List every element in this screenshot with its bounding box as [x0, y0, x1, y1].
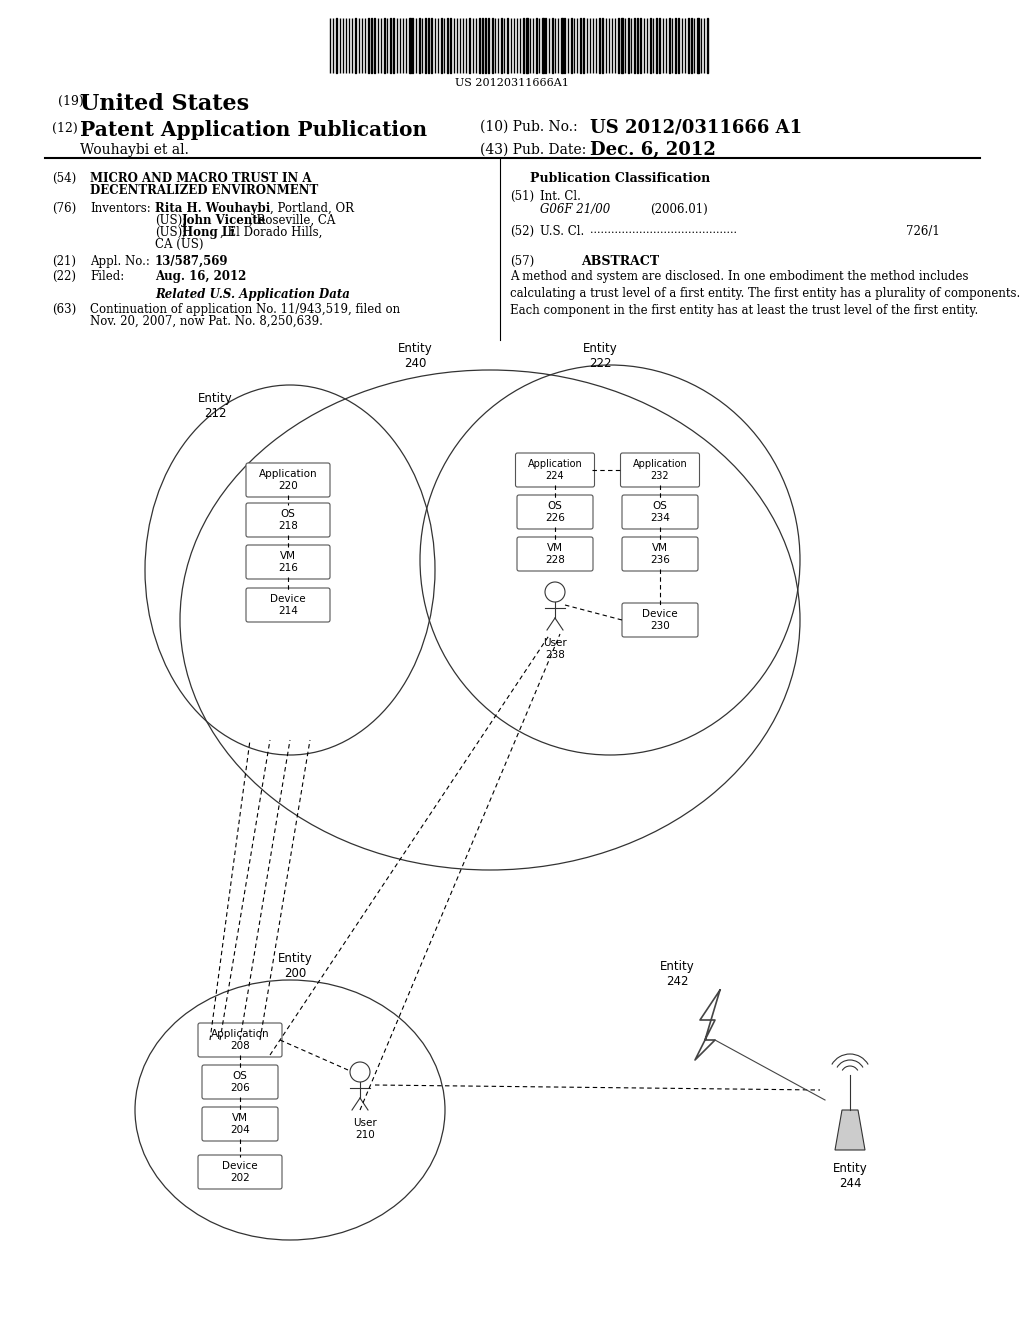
Text: (51): (51): [510, 190, 535, 203]
Bar: [561, 18, 562, 73]
Text: Dec. 6, 2012: Dec. 6, 2012: [590, 141, 716, 158]
Text: (52): (52): [510, 224, 535, 238]
Text: , Roseville, CA: , Roseville, CA: [249, 214, 336, 227]
FancyBboxPatch shape: [246, 463, 330, 498]
Text: U.S. Cl.: U.S. Cl.: [540, 224, 588, 238]
Text: (76): (76): [52, 202, 76, 215]
Text: , El Dorado Hills,: , El Dorado Hills,: [220, 226, 323, 239]
Text: Wouhaybi et al.: Wouhaybi et al.: [80, 143, 188, 157]
Text: Patent Application Publication: Patent Application Publication: [80, 120, 427, 140]
Text: (54): (54): [52, 172, 76, 185]
Text: (US);: (US);: [155, 214, 186, 227]
Text: ABSTRACT: ABSTRACT: [581, 255, 659, 268]
Text: United States: United States: [80, 92, 249, 115]
Text: (12): (12): [52, 121, 78, 135]
Text: (US);: (US);: [155, 226, 186, 239]
Text: Device
214: Device 214: [270, 594, 306, 616]
Text: Appl. No.:: Appl. No.:: [90, 255, 150, 268]
Text: US 2012/0311666 A1: US 2012/0311666 A1: [590, 117, 802, 136]
Text: Device
230: Device 230: [642, 610, 678, 631]
Text: Application
224: Application 224: [527, 459, 583, 480]
Text: VM
204: VM 204: [230, 1113, 250, 1135]
Text: Device
202: Device 202: [222, 1162, 258, 1183]
Text: 726/1: 726/1: [906, 224, 940, 238]
Text: John Vicente: John Vicente: [182, 214, 266, 227]
Text: Publication Classification: Publication Classification: [530, 172, 711, 185]
Text: Related U.S. Application Data: Related U.S. Application Data: [155, 288, 350, 301]
Bar: [552, 18, 553, 73]
FancyBboxPatch shape: [517, 495, 593, 529]
Text: User
210: User 210: [353, 1118, 377, 1139]
FancyBboxPatch shape: [246, 503, 330, 537]
Text: Application
232: Application 232: [633, 459, 687, 480]
Text: OS
206: OS 206: [230, 1072, 250, 1093]
Text: MICRO AND MACRO TRUST IN A: MICRO AND MACRO TRUST IN A: [90, 172, 311, 185]
Bar: [368, 18, 370, 73]
Bar: [628, 18, 629, 73]
FancyBboxPatch shape: [515, 453, 595, 487]
Text: Entity
212: Entity 212: [198, 392, 232, 420]
Text: 13/587,569: 13/587,569: [155, 255, 228, 268]
Bar: [570, 18, 572, 73]
Text: Entity
242: Entity 242: [660, 960, 694, 987]
Text: OS
226: OS 226: [545, 502, 565, 523]
Bar: [622, 18, 623, 73]
Bar: [526, 18, 527, 73]
Text: Entity
222: Entity 222: [583, 342, 617, 370]
Text: (63): (63): [52, 304, 76, 315]
Text: Aug. 16, 2012: Aug. 16, 2012: [155, 271, 247, 282]
Bar: [410, 18, 411, 73]
Text: Entity
244: Entity 244: [833, 1162, 867, 1191]
Text: Continuation of application No. 11/943,519, filed on: Continuation of application No. 11/943,5…: [90, 304, 400, 315]
Text: A method and system are disclosed. In one embodiment the method includes calcula: A method and system are disclosed. In on…: [510, 271, 1020, 317]
FancyBboxPatch shape: [246, 587, 330, 622]
FancyBboxPatch shape: [622, 537, 698, 572]
Polygon shape: [835, 1110, 865, 1150]
Text: (19): (19): [58, 95, 84, 108]
Bar: [697, 18, 698, 73]
FancyBboxPatch shape: [517, 537, 593, 572]
Text: (57): (57): [510, 255, 535, 268]
FancyBboxPatch shape: [622, 603, 698, 638]
FancyBboxPatch shape: [198, 1023, 282, 1057]
Text: ..........................................: ........................................…: [590, 224, 737, 235]
Text: Application
220: Application 220: [259, 469, 317, 491]
Text: (10) Pub. No.:: (10) Pub. No.:: [480, 120, 578, 135]
Text: VM
236: VM 236: [650, 544, 670, 565]
Text: OS
218: OS 218: [279, 510, 298, 531]
Text: US 20120311666A1: US 20120311666A1: [455, 78, 569, 88]
Text: Entity
200: Entity 200: [278, 952, 312, 979]
Bar: [441, 18, 442, 73]
Text: (2006.01): (2006.01): [650, 203, 708, 216]
Text: VM
228: VM 228: [545, 544, 565, 565]
FancyBboxPatch shape: [198, 1155, 282, 1189]
Text: Int. Cl.: Int. Cl.: [540, 190, 581, 203]
Text: Nov. 20, 2007, now Pat. No. 8,250,639.: Nov. 20, 2007, now Pat. No. 8,250,639.: [90, 315, 323, 327]
Text: Hong Li: Hong Li: [182, 226, 234, 239]
Bar: [669, 18, 671, 73]
Text: CA (US): CA (US): [155, 238, 204, 251]
Text: User
238: User 238: [543, 638, 567, 660]
Text: (43) Pub. Date:: (43) Pub. Date:: [480, 143, 587, 157]
Text: Filed:: Filed:: [90, 271, 124, 282]
FancyBboxPatch shape: [202, 1065, 278, 1100]
FancyBboxPatch shape: [621, 453, 699, 487]
Text: DECENTRALIZED ENVIRONMENT: DECENTRALIZED ENVIRONMENT: [90, 183, 318, 197]
Bar: [492, 18, 493, 73]
FancyBboxPatch shape: [622, 495, 698, 529]
Text: OS
234: OS 234: [650, 502, 670, 523]
Text: Inventors:: Inventors:: [90, 202, 151, 215]
FancyBboxPatch shape: [246, 545, 330, 579]
Text: Rita H. Wouhaybi: Rita H. Wouhaybi: [155, 202, 270, 215]
Text: (22): (22): [52, 271, 76, 282]
Bar: [542, 18, 544, 73]
Text: VM
216: VM 216: [279, 552, 298, 573]
FancyBboxPatch shape: [202, 1107, 278, 1140]
Text: Application
208: Application 208: [211, 1030, 269, 1051]
Text: (21): (21): [52, 255, 76, 268]
Text: Entity
240: Entity 240: [397, 342, 432, 370]
Bar: [688, 18, 689, 73]
Text: G06F 21/00: G06F 21/00: [540, 203, 610, 216]
Text: , Portland, OR: , Portland, OR: [270, 202, 354, 215]
